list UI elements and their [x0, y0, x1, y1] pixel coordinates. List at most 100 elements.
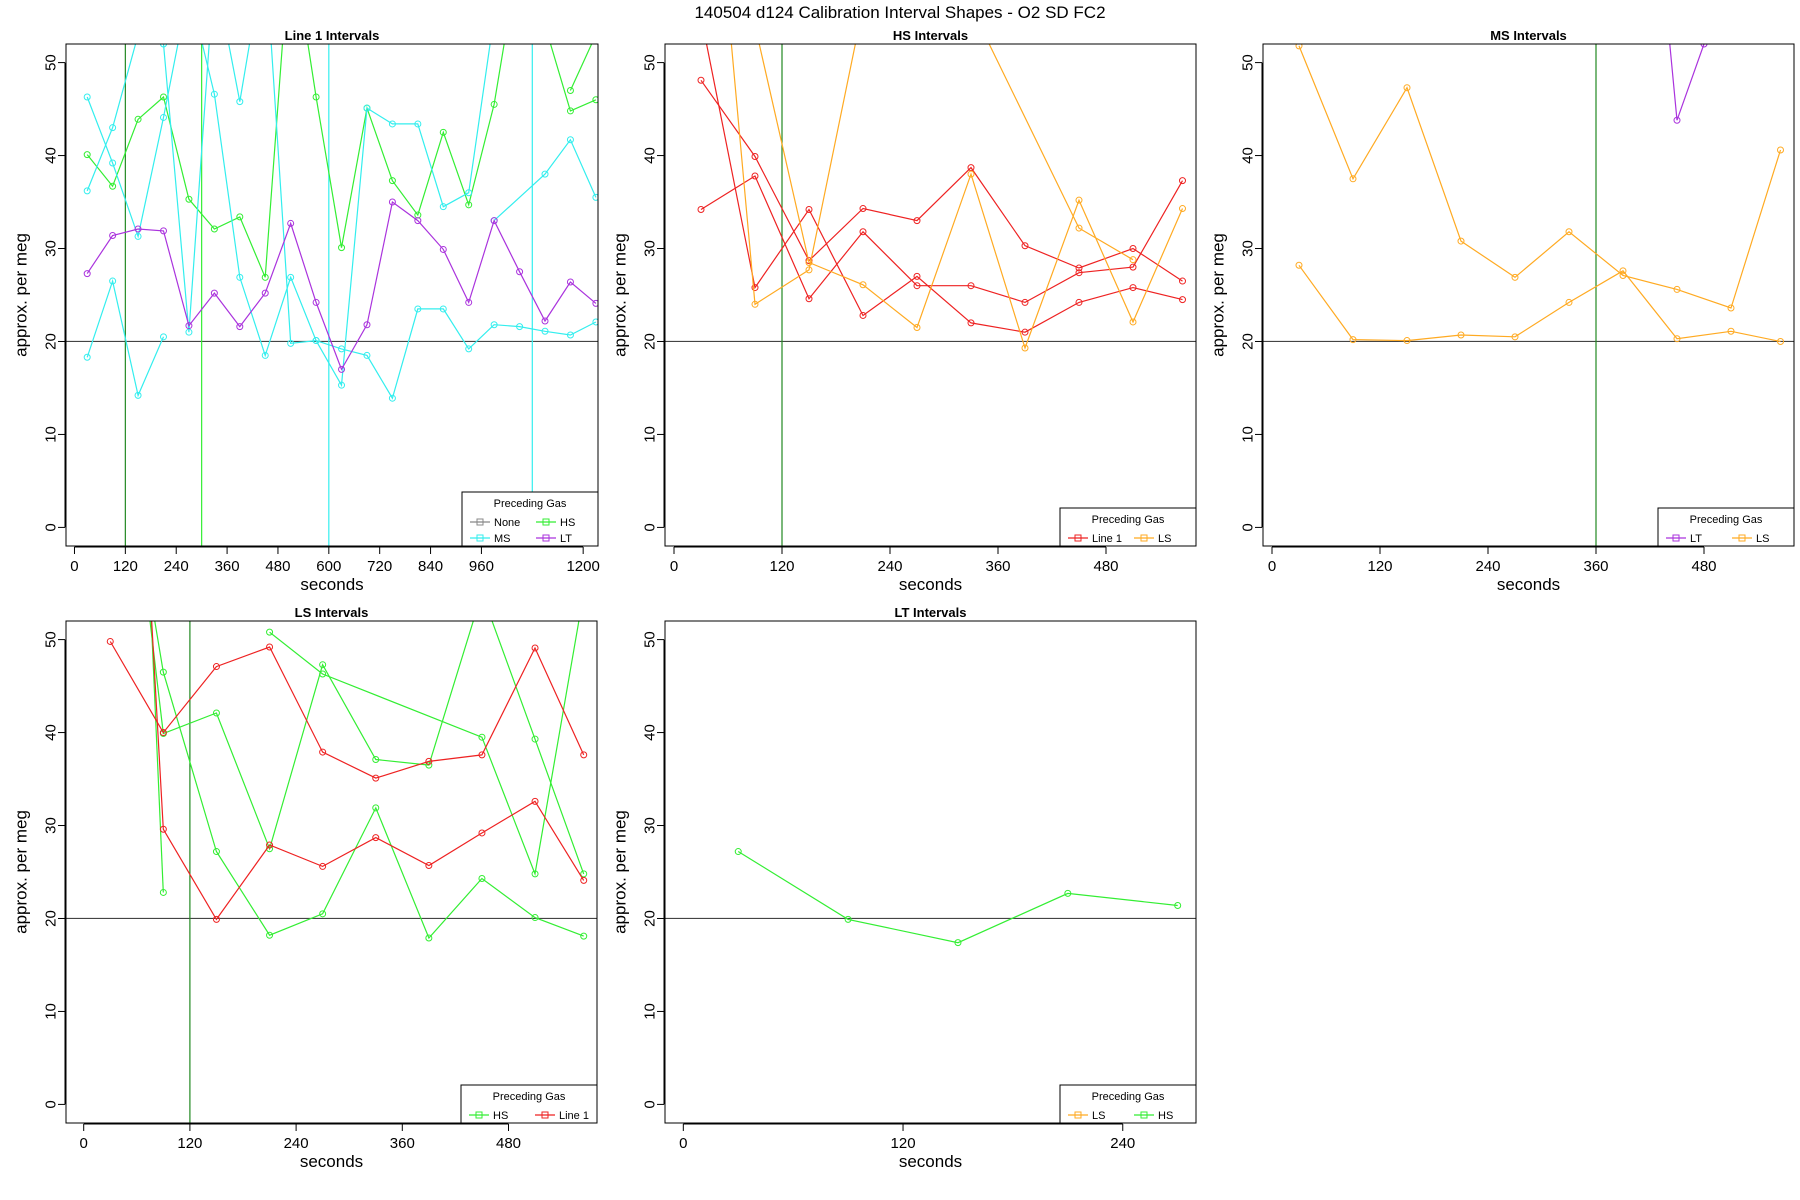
y-tick-label: 40 — [642, 147, 659, 164]
data-point — [967, 170, 975, 178]
y-tick-label: 10 — [43, 1003, 60, 1020]
data-point — [185, 328, 193, 336]
data-point — [185, 195, 193, 203]
data-point — [159, 668, 167, 676]
data-point — [805, 257, 813, 265]
data-point — [541, 170, 549, 178]
legend-key-marker — [476, 518, 484, 526]
data-point — [751, 152, 759, 160]
data-point — [236, 323, 244, 331]
plot-area — [66, 13, 598, 546]
data-point — [967, 282, 975, 290]
x-tick-label: 960 — [469, 558, 494, 575]
panel-title: Line 1 Intervals — [285, 28, 380, 43]
data-point — [425, 934, 433, 942]
data-point — [372, 756, 380, 764]
legend: Preceding Gas LS HS — [1059, 1084, 1197, 1124]
data-point — [388, 394, 396, 402]
data-point — [1021, 328, 1029, 336]
x-tick-label: 360 — [215, 558, 240, 575]
plot-area — [665, 44, 1196, 546]
data-point — [751, 284, 759, 292]
legend-box — [1059, 1084, 1197, 1124]
y-tick-label: 20 — [43, 333, 60, 350]
data-point — [465, 298, 473, 306]
x-tick-label: 480 — [1691, 558, 1716, 575]
x-tick-label: 480 — [496, 1135, 521, 1152]
data-point — [439, 203, 447, 211]
legend: Preceding Gas LT LS — [1657, 507, 1795, 547]
data-point — [490, 100, 498, 108]
data-point — [210, 90, 218, 98]
legend: Preceding Gas HS Line 1 — [460, 1084, 598, 1124]
data-point — [134, 115, 142, 123]
legend-title: Preceding Gas — [1092, 1091, 1165, 1103]
panel-title: LT Intervals — [894, 605, 966, 620]
data-point — [580, 876, 588, 884]
y-tick-label: 30 — [43, 817, 60, 834]
data-point — [1673, 285, 1681, 293]
data-point — [566, 107, 574, 115]
panel-ms-intervals: MS Intervals 0 120 240 360 480 seconds 0 10 20 30 4… — [1209, 28, 1795, 594]
series-line-line-1 — [700, 79, 1183, 282]
data-point — [478, 733, 486, 741]
data-point — [159, 113, 167, 121]
y-tick-label: 0 — [1240, 523, 1257, 531]
data-point — [83, 353, 91, 361]
legend-entry-label: LS — [1756, 533, 1769, 545]
data-point — [266, 643, 274, 651]
data-point — [1457, 237, 1465, 245]
data-point — [751, 300, 759, 308]
data-point — [338, 244, 346, 252]
data-point — [1619, 267, 1627, 275]
data-point — [1565, 228, 1573, 236]
panel-lt-intervals: LT Intervals 0 120 240 seconds 0 10 20 30 40 50 app… — [611, 605, 1197, 1171]
plot-frame — [65, 43, 599, 547]
x-tick-label: 480 — [265, 558, 290, 575]
data-point — [1727, 304, 1735, 312]
y-tick-label: 0 — [43, 523, 60, 531]
data-point — [261, 273, 269, 281]
data-point — [491, 13, 497, 19]
data-point — [859, 205, 867, 213]
data-point — [159, 227, 167, 235]
y-tick-label: 50 — [642, 54, 659, 71]
legend-entry-label: Line 1 — [1092, 533, 1122, 545]
data-point — [580, 751, 588, 759]
data-point — [566, 136, 574, 144]
data-point — [1565, 298, 1573, 306]
data-point — [388, 120, 396, 128]
legend-entry-label: HS — [493, 1110, 508, 1122]
panel-ls-intervals: LS Intervals 0 120 240 360 480 seconds 0 10 20 30 4… — [12, 590, 598, 1171]
data-point — [1021, 242, 1029, 250]
series-line-ls — [1298, 45, 1782, 309]
data-point — [425, 761, 433, 769]
data-point — [1174, 901, 1182, 909]
data-point — [212, 709, 220, 717]
data-point — [859, 311, 867, 319]
y-tick-label: 10 — [43, 426, 60, 443]
data-point — [312, 298, 320, 306]
data-point — [319, 910, 327, 918]
data-point — [425, 757, 433, 765]
data-point — [147, 590, 153, 596]
x-tick-label: 720 — [367, 558, 392, 575]
data-point — [439, 128, 447, 136]
legend-entry-label: LT — [1690, 533, 1702, 545]
x-axis-label: seconds — [1497, 575, 1560, 594]
legend-title: Preceding Gas — [1092, 514, 1165, 526]
legend-entry-label: Line 1 — [559, 1110, 589, 1122]
legend-box — [461, 491, 599, 547]
data-point — [372, 834, 380, 842]
legend: Preceding Gas None HS MS LT — [461, 491, 599, 547]
data-point — [236, 213, 244, 221]
series-line-ms — [86, 44, 597, 400]
y-tick-label: 30 — [642, 817, 659, 834]
data-point — [1179, 277, 1186, 285]
series-line-line-1 — [700, 175, 1184, 304]
data-point — [363, 351, 371, 359]
data-point — [1179, 177, 1186, 185]
x-tick-label: 240 — [1110, 1135, 1135, 1152]
data-point — [541, 317, 549, 325]
